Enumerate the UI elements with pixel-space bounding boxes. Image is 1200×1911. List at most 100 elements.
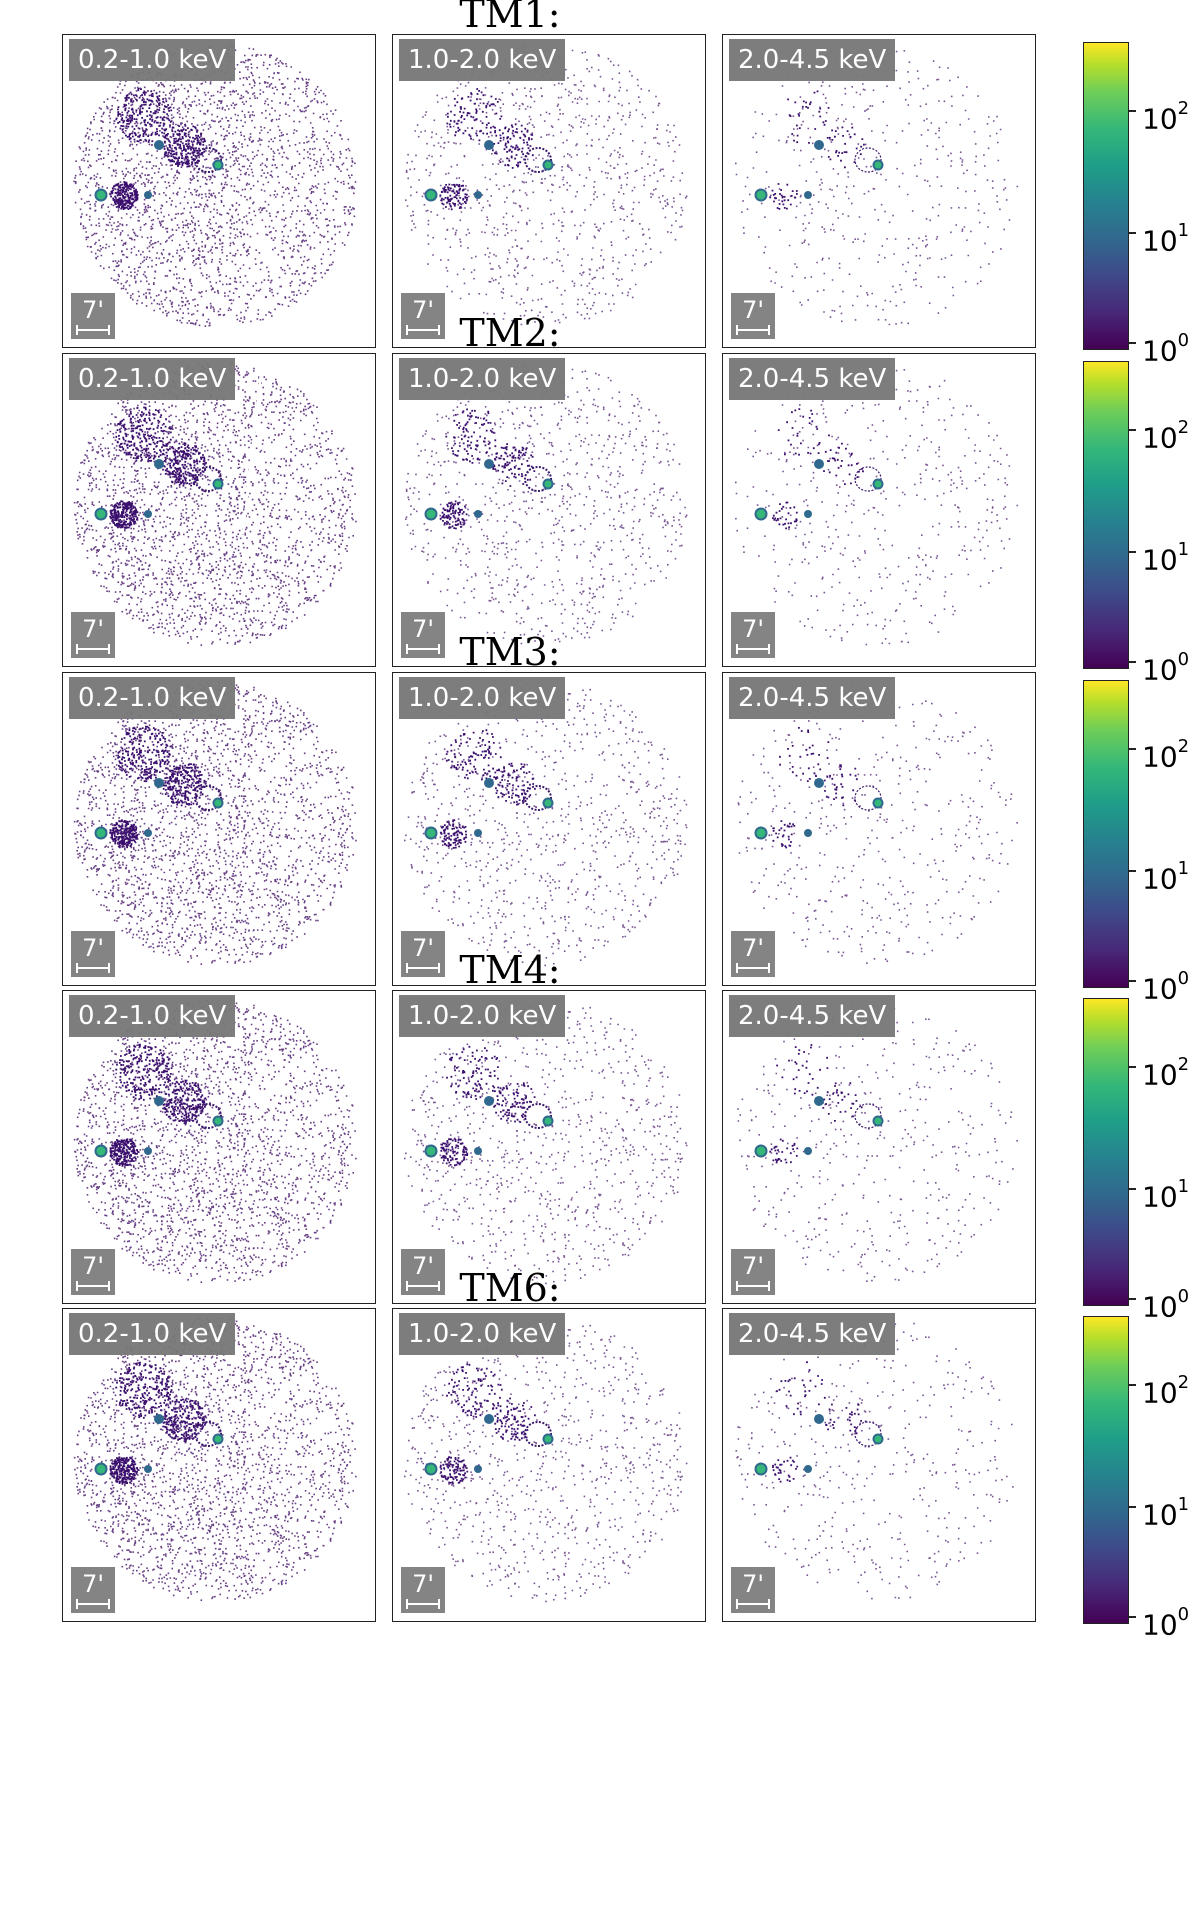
point-source [214,1117,222,1125]
point-source [426,828,436,838]
point-source [544,480,552,488]
point-source [874,1435,882,1443]
counts-image [737,684,1018,964]
scale-bar: 7' [731,612,775,658]
point-source [156,142,162,148]
scale-bar-line [736,325,770,335]
counts-image [73,1317,357,1601]
detector-artifact [241,371,263,535]
colorbar-tick-label: 100 [1142,1604,1189,1639]
point-source [816,1416,822,1422]
scale-bar: 7' [71,1249,115,1295]
photon-events [405,45,688,326]
energy-band-label: 1.0-2.0 keV [399,1313,566,1355]
colorbar-tick [1128,980,1136,982]
point-source [156,1098,162,1104]
scale-bar-line [406,644,440,654]
energy-band-label: 0.2-1.0 keV [69,39,236,81]
point-source [874,1117,882,1125]
colorbar-tick [1128,232,1136,234]
ring-structure [194,466,222,492]
counts-image [404,1001,688,1285]
row-1: TM2: 0.2-1.0 keV 7' 1.0-2.0 keV 7' 2.0-4.5 ke… [0,311,1200,684]
photon-events [737,1002,1018,1282]
colorbar-base: 10 [1142,1376,1178,1410]
colorbar-exponent: 0 [1177,649,1190,670]
diffuse-emission [439,88,534,211]
point-source [476,1149,480,1153]
colorbar-tick [1128,748,1136,750]
point-source [476,193,480,197]
image-panel: 1.0-2.0 keV 7' [392,1308,706,1622]
ring-structure [194,1103,222,1129]
colorbar-tick-label: 101 [1142,1494,1190,1532]
ring-structure [524,147,552,173]
photon-events [73,999,357,1283]
point-source [544,799,552,807]
point-source [96,509,106,519]
energy-band-label: 0.2-1.0 keV [69,1313,236,1355]
point-source [426,509,436,519]
counts-image [404,683,688,967]
energy-band-label: 2.0-4.5 keV [729,358,896,400]
colorbar-exponent: 1 [1177,1494,1190,1515]
colorbar-base: 10 [1142,1498,1178,1532]
photon-events [404,683,688,967]
point-source [146,831,150,835]
scale-bar-line [736,644,770,654]
ring-structure [194,147,222,173]
colorbar-tick [1128,551,1136,553]
point-source [756,1146,766,1156]
image-panel: 2.0-4.5 keV 7' [722,990,1036,1304]
point-source [96,1146,106,1156]
diffuse-emission [109,1361,207,1485]
point-source [816,461,822,467]
row-title: TM4: [459,948,561,992]
image-panel: 2.0-4.5 keV 7' [722,1308,1036,1622]
scale-bar: 7' [401,1249,445,1295]
scale-bar-line [736,1281,770,1291]
scale-bar: 7' [401,1567,445,1613]
scale-bar-label: 7' [742,615,764,643]
colorbar-tick-label: 102 [1142,417,1189,452]
ring-structure [194,785,222,811]
colorbar-base: 10 [1142,1180,1178,1214]
colorbar-tick-label: 101 [1142,858,1189,893]
scale-bar: 7' [71,612,115,658]
diffuse-emission [772,727,858,849]
colorbar-exponent: 1 [1177,539,1190,560]
colorbar-tick-label: 101 [1142,1176,1189,1214]
ring-structure [854,147,882,173]
scale-bar-label: 7' [82,615,104,643]
row-2: TM3: 0.2-1.0 keV 7' 1.0-2.0 keV 7' 2.0-4.5 ke… [0,630,1200,1003]
colorbar-tick-label: 101 [1142,539,1190,574]
colorbar: 100 101 102 [1083,1316,1189,1639]
image-panel: 1.0-2.0 keV 7' [392,353,706,667]
colorbar-tick-label: 102 [1142,1372,1189,1410]
point-source [486,1098,492,1104]
scale-bar-line [406,325,440,335]
row-title: TM2: [459,311,561,355]
point-source [816,780,822,786]
colorbar-base: 10 [1142,653,1178,687]
point-source [476,831,480,835]
energy-band-label: 0.2-1.0 keV [69,358,236,400]
point-source [156,780,162,786]
point-source [806,512,810,516]
diffuse-emission [109,406,207,529]
colorbar: 100 101 102 [1083,998,1189,1321]
photon-events [735,50,1019,326]
point-source [146,193,150,197]
photon-events [735,1322,1014,1600]
diffuse-emission [439,729,536,849]
colorbar-tick-label: 100 [1142,1286,1189,1321]
diffuse-emission [439,408,536,530]
counts-image [405,364,688,645]
image-panel: 0.2-1.0 keV 7' [62,353,376,667]
colorbar-tick-label: 102 [1142,98,1189,136]
scale-bar: 7' [401,931,445,977]
scale-bar-label: 7' [82,296,104,324]
colorbar-base: 10 [1142,102,1178,136]
point-source [214,480,222,488]
